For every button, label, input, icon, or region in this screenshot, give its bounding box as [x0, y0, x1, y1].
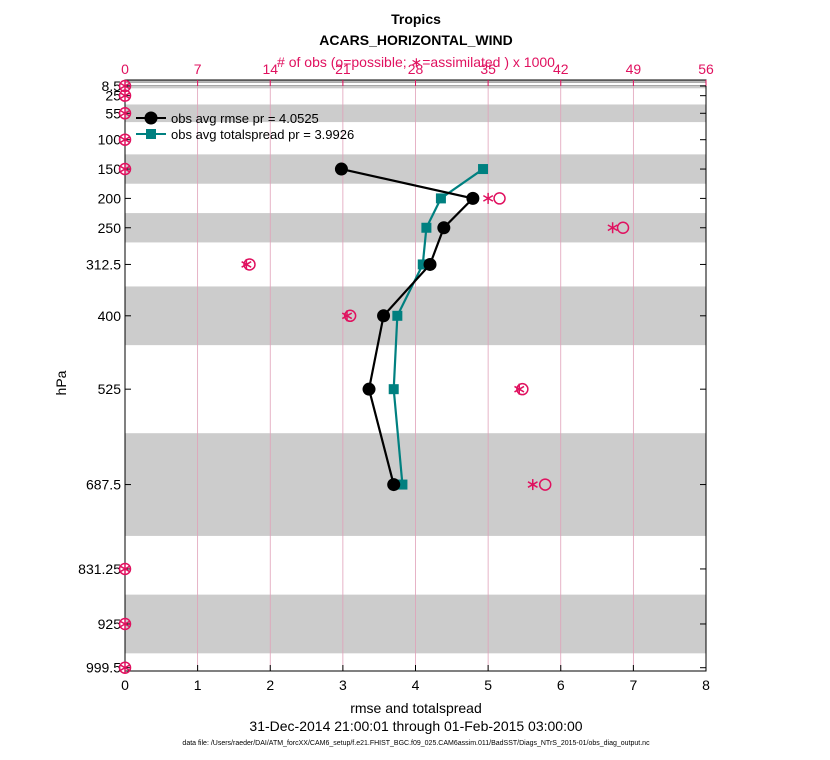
- top-tick-label: 49: [626, 61, 642, 77]
- chart-subtitle: ACARS_HORIZONTAL_WIND: [319, 32, 512, 48]
- assimilated-obs-marker: [119, 618, 131, 630]
- x-tick-label: 0: [121, 677, 129, 693]
- assimilated-obs-marker: [514, 383, 525, 395]
- bottom-axis-ticks: 0 1 2 3 4 5 6 7 8: [121, 665, 710, 693]
- possible-obs-marker: [493, 192, 506, 205]
- assimilated-obs-marker: [341, 310, 353, 322]
- y-tick-label: 150: [98, 161, 122, 177]
- y-tick-label: 312.5: [86, 256, 121, 272]
- top-axis-ticks: 0 7 14 21 28 35 42 49 56: [121, 61, 714, 86]
- date-range-label: 31-Dec-2014 21:00:01 through 01-Feb-2015…: [249, 718, 582, 734]
- x-tick-label: 4: [412, 677, 420, 693]
- x-tick-label: 3: [339, 677, 347, 693]
- rmse-point: [377, 309, 391, 323]
- x-tick-label: 6: [557, 677, 565, 693]
- legend: obs avg rmse pr = 4.0525 obs avg totalsp…: [136, 111, 354, 142]
- rmse-point: [437, 221, 451, 235]
- top-tick-label: 42: [553, 61, 569, 77]
- x-tick-label: 5: [484, 677, 492, 693]
- totalspread-point: [397, 479, 408, 490]
- rmse-point: [387, 478, 401, 492]
- data-file-footnote: data file: /Users/raeder/DAI/ATM_forcXX/…: [182, 740, 650, 747]
- rmse-point: [466, 191, 480, 205]
- assimilated-obs-marker: [241, 258, 252, 270]
- y-tick-label: 687.5: [86, 477, 121, 493]
- assimilated-obs-marker: [119, 163, 131, 175]
- top-tick-label: 7: [194, 61, 202, 77]
- top-tick-label: 21: [335, 61, 351, 77]
- totalspread-point: [435, 193, 446, 204]
- x-tick-label: 1: [194, 677, 202, 693]
- y-tick-label: 25: [105, 88, 121, 104]
- totalspread-point: [392, 310, 403, 321]
- obs-count-markers: [118, 79, 630, 674]
- totalspread-point: [388, 384, 399, 395]
- legend-spread-marker: [146, 129, 156, 139]
- y-tick-label: 400: [98, 308, 122, 324]
- assimilated-obs-marker: [119, 107, 131, 119]
- y-tick-label: 55: [105, 105, 121, 121]
- possible-obs-marker: [616, 221, 630, 234]
- totalspread-point: [421, 222, 432, 233]
- legend-spread-label: obs avg totalspread pr = 3.9926: [171, 127, 354, 142]
- rmse-point: [423, 257, 437, 271]
- x-tick-label: 7: [629, 677, 637, 693]
- assimilated-obs-marker: [119, 134, 131, 146]
- top-tick-label: 28: [408, 61, 424, 77]
- top-tick-label: 0: [121, 61, 129, 77]
- rmse-point: [334, 162, 348, 176]
- top-tick-label: 14: [262, 61, 278, 77]
- vertical-gridlines: [124, 80, 707, 671]
- possible-obs-marker: [516, 382, 529, 396]
- series-lines: [334, 162, 489, 492]
- y-axis-label: hPa: [53, 370, 69, 395]
- legend-rmse-marker: [144, 111, 158, 125]
- x-tick-label: 8: [702, 677, 710, 693]
- y-tick-label: 831.25: [78, 561, 121, 577]
- top-tick-label: 35: [480, 61, 496, 77]
- assimilated-obs-marker: [119, 563, 131, 575]
- assimilated-obs-marker: [607, 222, 618, 234]
- assimilated-obs-marker: [119, 90, 131, 102]
- x-axis-label: rmse and totalspread: [350, 700, 482, 716]
- totalspread-point: [417, 259, 428, 270]
- top-tick-label: 56: [698, 61, 714, 77]
- totalspread-point: [478, 164, 489, 175]
- y-tick-label: 200: [98, 190, 122, 206]
- chart-title: Tropics: [391, 11, 441, 27]
- y-tick-label: 100: [98, 132, 122, 148]
- y-tick-label: 250: [98, 220, 122, 236]
- assimilated-obs-marker: [527, 479, 538, 491]
- possible-obs-marker: [538, 478, 552, 491]
- y-tick-label: 8.5: [102, 78, 122, 94]
- possible-obs-marker: [243, 258, 256, 271]
- assimilated-obs-marker: [119, 80, 131, 92]
- y-tick-label: 999.5: [86, 660, 121, 676]
- top-axis-label: # of obs (o=possible; ∗=assimilated ) x …: [277, 54, 555, 70]
- possible-obs-marker: [343, 309, 357, 323]
- rmse-point: [362, 382, 376, 396]
- y-tick-label: 925: [98, 616, 122, 632]
- x-tick-label: 2: [266, 677, 274, 693]
- assimilated-obs-marker: [119, 662, 131, 674]
- y-tick-label: 525: [98, 381, 122, 397]
- assimilated-obs-marker: [482, 192, 494, 204]
- legend-rmse-label: obs avg rmse pr = 4.0525: [171, 111, 319, 126]
